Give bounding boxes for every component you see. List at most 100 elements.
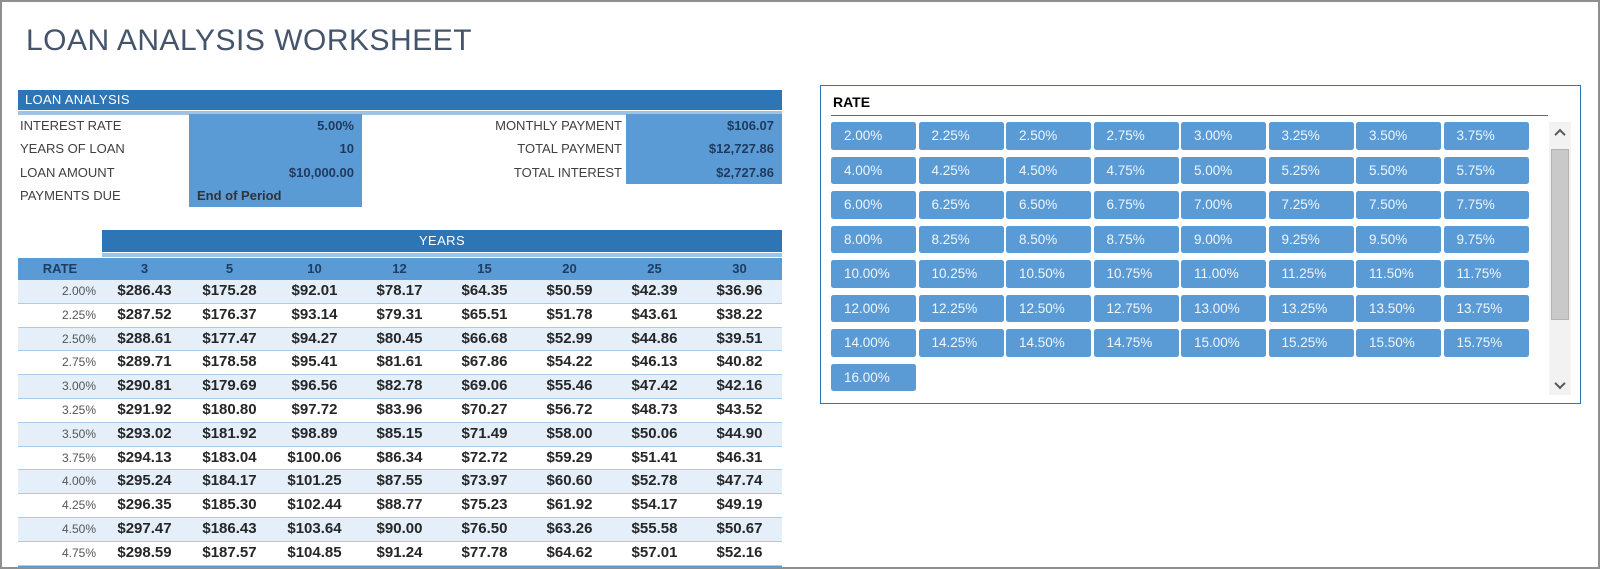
rate-button-3-50[interactable]: 3.50%	[1356, 122, 1441, 150]
payment-cell: $96.56	[291, 377, 338, 395]
rate-picker-rule	[831, 115, 1548, 116]
payment-cell: $88.77	[376, 496, 423, 514]
rate-button-12-75[interactable]: 12.75%	[1093, 294, 1179, 322]
rate-button-10-50[interactable]: 10.50%	[1006, 260, 1091, 288]
rate-button-13-50[interactable]: 13.50%	[1356, 294, 1441, 322]
rate-button-6-50[interactable]: 6.50%	[1006, 191, 1091, 219]
rate-cell-3-00: 3.00%	[61, 379, 96, 394]
rate-button-5-25[interactable]: 5.25%	[1268, 156, 1354, 184]
rate-button-5-00[interactable]: 5.00%	[1181, 156, 1266, 184]
rate-button-2-75[interactable]: 2.75%	[1093, 122, 1179, 150]
rate-button-5-75[interactable]: 5.75%	[1443, 156, 1529, 184]
payment-cell: $102.44	[287, 496, 342, 514]
payment-cell: $286.43	[117, 282, 172, 299]
payments-due-input[interactable]: End of Period	[197, 187, 282, 203]
total-interest-value: $2,727.86	[716, 164, 774, 180]
rate-button-7-50[interactable]: 7.50%	[1356, 191, 1441, 219]
rate-button-6-75[interactable]: 6.75%	[1093, 191, 1179, 219]
rate-button-15-50[interactable]: 15.50%	[1356, 329, 1441, 357]
rate-button-16-00[interactable]: 16.00%	[831, 363, 916, 391]
rate-button-4-75[interactable]: 4.75%	[1093, 156, 1179, 184]
interest-rate-input[interactable]: 5.00%	[317, 118, 354, 133]
table-row: 2.50% $288.61 $177.47 $94.27 $80.45 $66.68 $52…	[18, 327, 782, 352]
year-column-header-30: 30	[732, 261, 747, 276]
rate-button-10-75[interactable]: 10.75%	[1093, 260, 1179, 288]
years-of-loan-input[interactable]: 10	[339, 141, 354, 157]
payment-cell: $91.24	[376, 543, 423, 561]
rate-button-10-00[interactable]: 10.00%	[831, 260, 916, 288]
rate-button-7-25[interactable]: 7.25%	[1268, 191, 1354, 219]
rate-button-12-50[interactable]: 12.50%	[1006, 294, 1091, 322]
payment-cell: $97.72	[291, 400, 338, 418]
payment-cell: $77.78	[461, 543, 508, 561]
table-row: 4.00% $295.24 $184.17 $101.25 $87.55 $73.97 $6…	[18, 470, 782, 495]
rate-button-3-75[interactable]: 3.75%	[1443, 122, 1529, 150]
scroll-up-button[interactable]	[1549, 122, 1571, 143]
rate-button-9-75[interactable]: 9.75%	[1443, 225, 1529, 253]
rate-button-8-00[interactable]: 8.00%	[831, 225, 916, 253]
rate-button-6-00[interactable]: 6.00%	[831, 191, 916, 219]
payment-cell: $52.16	[716, 543, 763, 561]
rate-button-10-25[interactable]: 10.25%	[918, 260, 1004, 288]
rate-button-11-00[interactable]: 11.00%	[1181, 260, 1266, 288]
rate-button-8-50[interactable]: 8.50%	[1006, 225, 1091, 253]
rate-picker-scrollbar[interactable]	[1549, 122, 1571, 395]
rate-button-11-25[interactable]: 11.25%	[1268, 260, 1354, 288]
rate-button-2-50[interactable]: 2.50%	[1006, 122, 1091, 150]
rate-button-11-75[interactable]: 11.75%	[1443, 260, 1529, 288]
rate-button-15-25[interactable]: 15.25%	[1268, 329, 1354, 357]
rate-button-14-75[interactable]: 14.75%	[1093, 329, 1179, 357]
payment-cell: $43.61	[631, 305, 678, 323]
payment-cell: $56.72	[546, 400, 593, 418]
rate-button-3-00[interactable]: 3.00%	[1181, 122, 1266, 150]
rate-button-14-25[interactable]: 14.25%	[918, 329, 1004, 357]
payment-cell: $103.64	[287, 519, 342, 537]
payment-cell: $101.25	[287, 472, 342, 490]
rate-button-13-75[interactable]: 13.75%	[1443, 294, 1529, 322]
rate-button-15-75[interactable]: 15.75%	[1443, 329, 1529, 357]
rate-button-12-25[interactable]: 12.25%	[918, 294, 1004, 322]
scrollbar-thumb[interactable]	[1551, 149, 1569, 320]
rate-button-11-50[interactable]: 11.50%	[1356, 260, 1441, 288]
rate-button-5-50[interactable]: 5.50%	[1356, 156, 1441, 184]
rate-button-9-00[interactable]: 9.00%	[1181, 225, 1266, 253]
rate-button-4-50[interactable]: 4.50%	[1006, 156, 1091, 184]
loan-amount-input[interactable]: $10,000.00	[288, 164, 354, 180]
rate-button-9-25[interactable]: 9.25%	[1268, 225, 1354, 253]
rate-button-2-00[interactable]: 2.00%	[831, 122, 916, 150]
year-column-header-25: 25	[647, 261, 662, 276]
table-row: 2.75% $289.71 $178.58 $95.41 $81.61 $67.86 $54…	[18, 351, 782, 376]
payment-cell: $46.31	[716, 448, 763, 466]
monthly-payment-value: $106.07	[727, 118, 774, 133]
rate-cell-3-50: 3.50%	[61, 426, 96, 441]
rate-button-2-25[interactable]: 2.25%	[918, 122, 1004, 150]
payment-cell: $295.24	[117, 472, 172, 490]
field-label-interest-rate: INTEREST RATE	[20, 118, 122, 133]
year-column-header-5: 5	[225, 261, 234, 276]
payment-cell: $178.58	[202, 353, 257, 371]
rate-button-14-00[interactable]: 14.00%	[831, 329, 916, 357]
rate-button-12-00[interactable]: 12.00%	[831, 294, 916, 322]
loan-analysis-section: LOAN ANALYSIS INTEREST RATE YEARS OF LOAN…	[18, 90, 782, 210]
payment-cell: $38.22	[716, 305, 763, 323]
rate-button-4-25[interactable]: 4.25%	[918, 156, 1004, 184]
rate-button-8-75[interactable]: 8.75%	[1093, 225, 1179, 253]
rate-button-13-00[interactable]: 13.00%	[1181, 294, 1266, 322]
rate-button-3-25[interactable]: 3.25%	[1268, 122, 1354, 150]
table-row: 4.25% $296.35 $185.30 $102.44 $88.77 $75.23 $6…	[18, 494, 782, 518]
rate-button-7-75[interactable]: 7.75%	[1443, 191, 1529, 219]
payment-cell: $94.27	[291, 329, 338, 347]
year-column-header-15: 15	[477, 261, 492, 276]
rate-button-14-50[interactable]: 14.50%	[1006, 329, 1091, 357]
rate-button-8-25[interactable]: 8.25%	[918, 225, 1004, 253]
rate-button-15-00[interactable]: 15.00%	[1181, 329, 1266, 357]
rate-button-6-25[interactable]: 6.25%	[918, 191, 1004, 219]
payment-cell: $291.92	[117, 400, 172, 418]
scroll-down-button[interactable]	[1549, 374, 1571, 395]
year-column-header-12: 12	[392, 261, 407, 276]
rate-button-4-00[interactable]: 4.00%	[831, 156, 916, 184]
rate-button-7-00[interactable]: 7.00%	[1181, 191, 1266, 219]
rate-button-9-50[interactable]: 9.50%	[1356, 225, 1441, 253]
rate-button-13-25[interactable]: 13.25%	[1268, 294, 1354, 322]
rate-cell-2-75: 2.75%	[61, 355, 96, 370]
